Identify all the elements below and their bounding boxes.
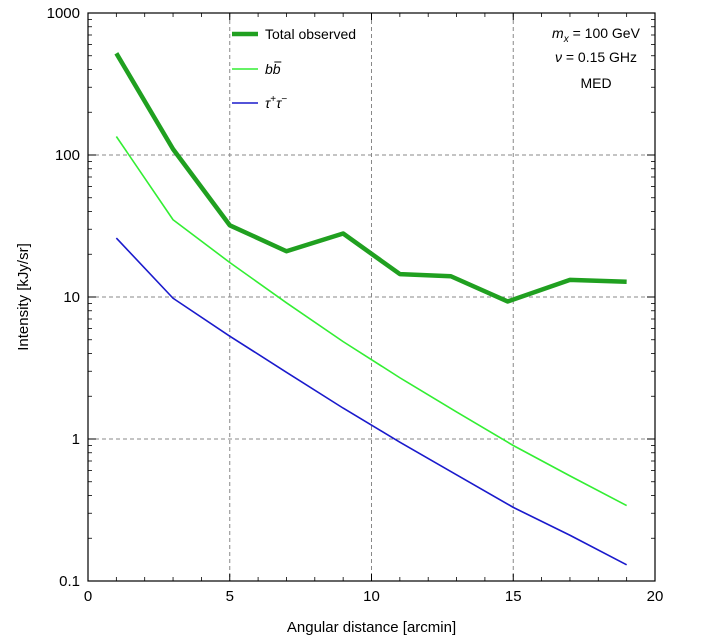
x-tick-label: 0 xyxy=(84,588,92,605)
y-tick-label: 0.1 xyxy=(59,573,80,590)
x-tick-label: 10 xyxy=(363,588,380,605)
legend-label-total: Total observed xyxy=(265,26,356,42)
y-axis-label: Intensity [kJy/sr] xyxy=(15,243,32,351)
series-line-2 xyxy=(115,237,628,566)
x-axis-label: Angular distance [arcmin] xyxy=(287,619,456,636)
legend-tau-1: τ xyxy=(265,95,271,111)
legend-tau-2: τ xyxy=(276,95,282,111)
series-layer xyxy=(114,52,628,566)
annotation-profile: MED xyxy=(580,75,611,91)
annotation-frequency: ν = 0.15 GHz xyxy=(555,49,637,65)
legend-bb-b2: b xyxy=(273,61,281,77)
y-tick-label: 1000 xyxy=(47,5,80,22)
legend-tau-sup-plus: + xyxy=(270,94,276,105)
series-line-1 xyxy=(115,136,628,507)
legend-label-bb: bb xyxy=(265,61,281,77)
legend: Total observed bb τ+τ− xyxy=(232,26,356,111)
annotation-mass: mx = 100 GeV xyxy=(552,25,641,45)
series-line-0 xyxy=(114,52,627,304)
ticks: 0 5 10 15 20 0.1 1 10 100 1000 xyxy=(47,5,664,605)
legend-label-tau: τ+τ− xyxy=(265,94,287,111)
x-tick-label: 15 xyxy=(505,588,522,605)
y-tick-label: 10 xyxy=(63,289,80,306)
x-tick-label: 5 xyxy=(226,588,234,605)
grid xyxy=(88,13,655,581)
legend-bb-b1: b xyxy=(265,61,273,77)
x-tick-label: 20 xyxy=(647,588,664,605)
y-tick-label: 1 xyxy=(72,431,80,448)
y-tick-label: 100 xyxy=(55,147,80,164)
annotation-block: mx = 100 GeV ν = 0.15 GHz MED xyxy=(552,25,641,91)
legend-tau-sup-minus: − xyxy=(281,94,287,105)
